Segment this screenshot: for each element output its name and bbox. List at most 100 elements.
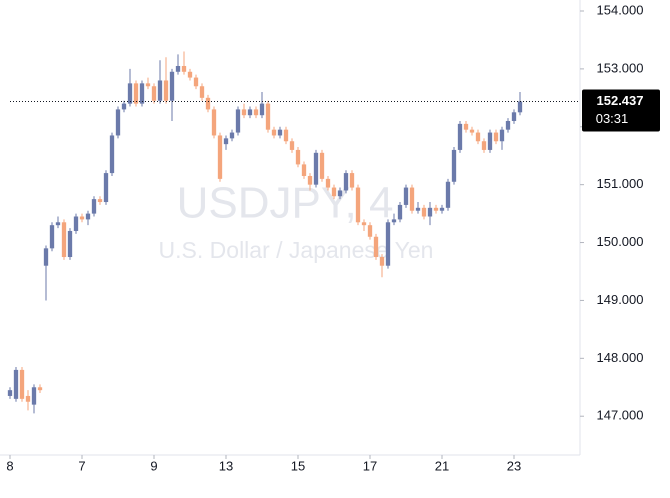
candle-body: [85, 213, 91, 220]
x-tick-label: 15: [291, 458, 305, 473]
candle-body: [127, 83, 133, 104]
candle-body: [487, 132, 493, 150]
candle-body: [277, 129, 283, 136]
candle-body: [49, 225, 55, 249]
candle-body: [517, 101, 523, 113]
candle-body: [31, 387, 37, 405]
candle-body: [397, 204, 403, 220]
candle-body: [493, 132, 499, 142]
candle-body: [271, 129, 277, 136]
candle-body: [205, 97, 211, 110]
x-tick-label: 21: [435, 458, 449, 473]
candle-body: [193, 77, 199, 87]
candle-body: [91, 199, 97, 214]
y-tick-label: 149.000: [597, 292, 644, 307]
candle-body: [139, 83, 145, 104]
candle-body: [259, 103, 265, 116]
candle-body: [157, 80, 163, 101]
candle-body: [427, 207, 433, 217]
candle-body: [151, 86, 157, 101]
candle-body: [313, 152, 319, 185]
candle-body: [61, 222, 67, 258]
candle-body: [403, 187, 409, 205]
candle-body: [499, 129, 505, 142]
candle-body: [19, 369, 25, 399]
watermark-name: U.S. Dollar / Japanese Yen: [159, 237, 434, 263]
candle-body: [25, 395, 31, 402]
last-price-label: 152.437: [597, 93, 644, 108]
candle-body: [145, 83, 151, 87]
candle-body: [187, 71, 193, 78]
candle-body: [361, 222, 367, 226]
x-tick-label: 8: [6, 458, 13, 473]
candle-body: [73, 216, 79, 231]
candle-body: [217, 135, 223, 179]
y-tick-label: 147.000: [597, 408, 644, 423]
candle-body: [439, 207, 445, 211]
candle-body: [169, 71, 175, 101]
candle-body: [433, 207, 439, 211]
candle-body: [55, 222, 61, 226]
candle-body: [337, 190, 343, 197]
candle-body: [505, 120, 511, 130]
candle-body: [283, 129, 289, 142]
y-tick-label: 153.000: [597, 60, 644, 75]
candle-body: [469, 129, 475, 133]
candle-body: [325, 178, 331, 188]
y-tick-label: 150.000: [597, 234, 644, 249]
candle-body: [103, 173, 109, 203]
candle-body: [265, 103, 271, 130]
candle-body: [385, 222, 391, 266]
candle-body: [115, 109, 121, 136]
y-tick-label: 148.000: [597, 350, 644, 365]
candle-body: [301, 164, 307, 176]
candle-body: [67, 230, 73, 258]
y-tick-label: 151.000: [597, 176, 644, 191]
candle-body: [79, 216, 85, 220]
candle-body: [415, 207, 421, 211]
candle-body: [349, 173, 355, 188]
candle-body: [511, 112, 517, 121]
candle-body: [229, 132, 235, 139]
candle-body: [331, 187, 337, 197]
candle-body: [181, 65, 187, 72]
candle-body: [451, 149, 457, 182]
candle-body: [463, 123, 469, 130]
x-tick-label: 13: [219, 458, 233, 473]
candle-body: [457, 123, 463, 150]
x-tick-label: 23: [507, 458, 521, 473]
countdown-label: 03:31: [596, 111, 629, 126]
candle-body: [379, 257, 385, 266]
candle-body: [121, 103, 127, 110]
candle-body: [307, 175, 313, 185]
candle-body: [391, 219, 397, 223]
candle-body: [355, 187, 361, 223]
candle-body: [475, 132, 481, 142]
candle-body: [13, 369, 19, 399]
x-tick-label: 17: [363, 458, 377, 473]
candle-body: [7, 390, 13, 396]
last-price-tag: [582, 89, 660, 132]
candle-body: [43, 248, 49, 266]
candle-body: [37, 387, 43, 391]
candle-body: [421, 207, 427, 217]
candle-body: [247, 109, 253, 116]
candle-body: [319, 152, 325, 179]
candle-body: [373, 236, 379, 258]
candle-body: [289, 141, 295, 150]
candle-body: [481, 141, 487, 150]
candle-body: [409, 187, 415, 211]
candle-body: [241, 109, 247, 116]
candle-body: [223, 138, 229, 145]
candle-body: [211, 109, 217, 136]
candle-body: [367, 225, 373, 237]
y-tick-label: 154.000: [597, 2, 644, 17]
candle-body: [133, 83, 139, 104]
candle-body: [445, 181, 451, 208]
candle-body: [199, 86, 205, 98]
candle-body: [163, 80, 169, 101]
x-tick-label: 7: [78, 458, 85, 473]
candle-body: [97, 199, 103, 203]
